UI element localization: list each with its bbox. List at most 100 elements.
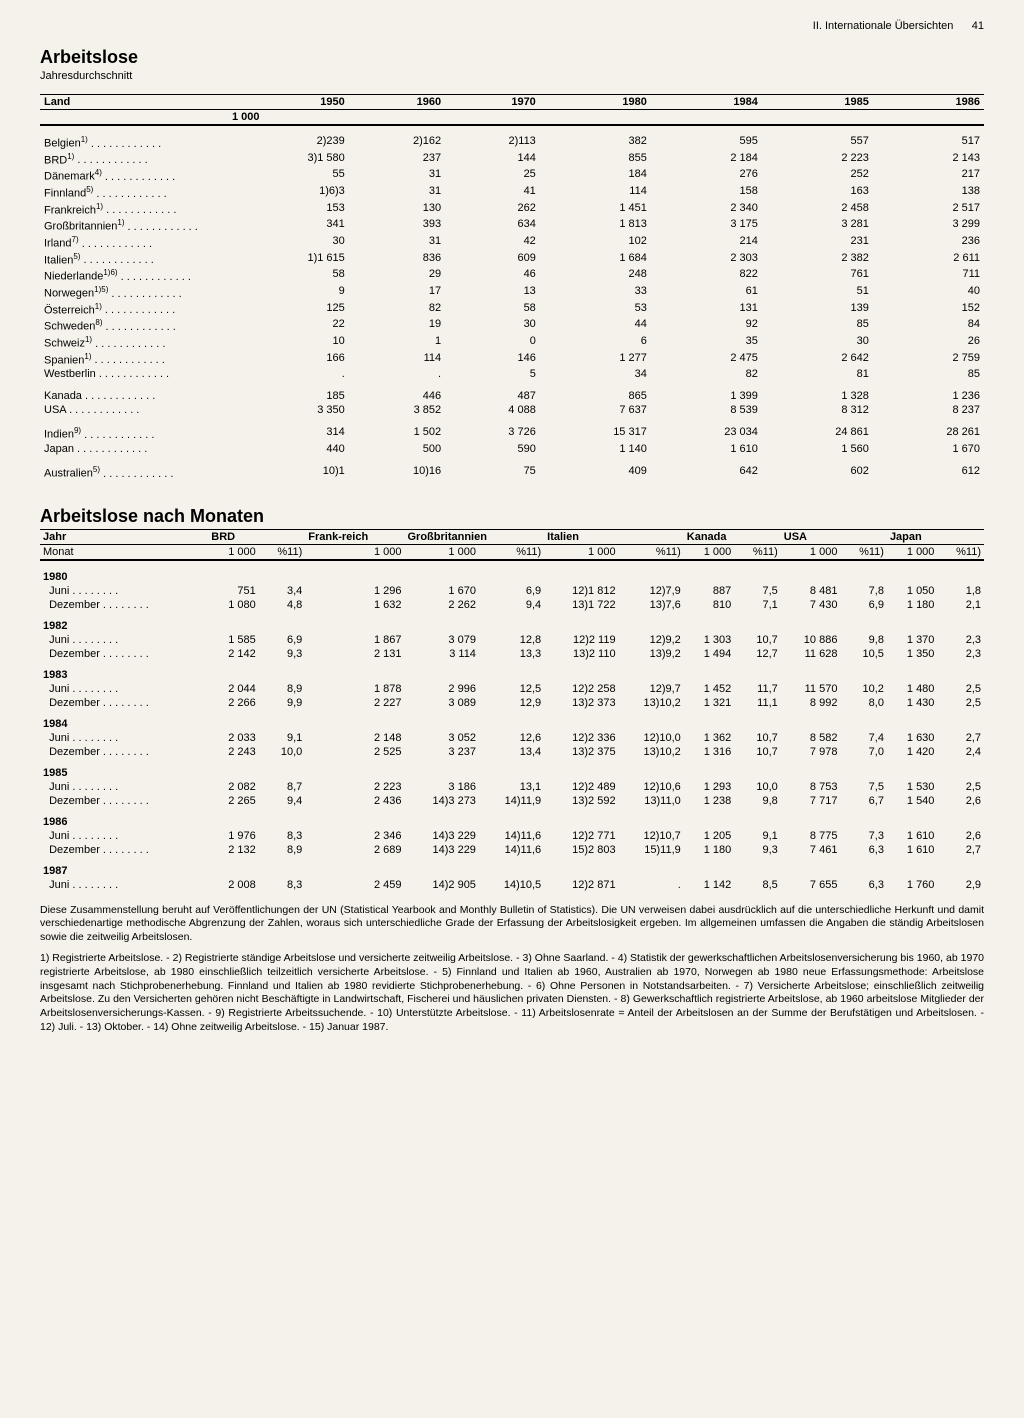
table2-title: Arbeitslose nach Monaten bbox=[40, 506, 984, 527]
value-cell: 1 399 bbox=[651, 389, 762, 403]
value-cell: 855 bbox=[540, 151, 651, 168]
notes-p1: Diese Zusammenstellung beruht auf Veröff… bbox=[40, 904, 984, 945]
value-cell: 12)10,7 bbox=[619, 829, 684, 843]
value-cell: 2,5 bbox=[937, 682, 984, 696]
month-cell: Juni bbox=[40, 731, 208, 745]
country-cell: Belgien1) bbox=[40, 134, 228, 151]
value-cell: 1 328 bbox=[762, 389, 873, 403]
value-cell: 9,8 bbox=[840, 633, 886, 647]
value-cell: 3 299 bbox=[873, 217, 984, 234]
value-cell: 7 430 bbox=[781, 598, 841, 612]
value-cell: 13)10,2 bbox=[619, 745, 684, 759]
value-cell: 1 760 bbox=[887, 878, 937, 892]
country-cell: Schweiz1) bbox=[40, 334, 228, 351]
value-cell: 9 bbox=[228, 284, 349, 301]
value-cell: 6 bbox=[540, 334, 651, 351]
value-cell: 2 184 bbox=[651, 151, 762, 168]
value-cell: 2,7 bbox=[937, 731, 984, 745]
year-col: 1986 bbox=[873, 95, 984, 110]
value-cell: 2 642 bbox=[762, 351, 873, 368]
value-cell: 125 bbox=[228, 301, 349, 318]
country-header: BRD bbox=[208, 529, 305, 544]
value-cell: 12,5 bbox=[479, 682, 544, 696]
value-cell: 7 461 bbox=[781, 843, 841, 857]
value-cell: 6,9 bbox=[259, 633, 305, 647]
value-cell: 1 494 bbox=[684, 647, 734, 661]
value-cell: 7 978 bbox=[781, 745, 841, 759]
value-cell: 25 bbox=[445, 167, 540, 184]
value-cell: 10 886 bbox=[781, 633, 841, 647]
value-cell: 2 082 bbox=[208, 780, 258, 794]
table-row: Irland7)303142102214231236 bbox=[40, 234, 984, 251]
value-cell: 14)3 229 bbox=[405, 843, 479, 857]
value-cell: 9,3 bbox=[259, 647, 305, 661]
value-cell: 1 420 bbox=[887, 745, 937, 759]
value-cell: 9,4 bbox=[479, 598, 544, 612]
table-row: Niederlande1)6)582946248822761711 bbox=[40, 267, 984, 284]
value-cell: 4 088 bbox=[445, 403, 540, 417]
value-cell: 12)9,7 bbox=[619, 682, 684, 696]
country-cell: BRD1) bbox=[40, 151, 228, 168]
value-cell: 1 610 bbox=[651, 442, 762, 456]
value-cell: 58 bbox=[228, 267, 349, 284]
value-cell: 15 317 bbox=[540, 425, 651, 442]
value-cell: 15)2 803 bbox=[544, 843, 618, 857]
table-row: Dezember2 24310,02 5253 23713,413)2 3751… bbox=[40, 745, 984, 759]
page-number: 41 bbox=[972, 20, 984, 32]
value-cell: 4,8 bbox=[259, 598, 305, 612]
table-row: Großbritannien1)3413936341 8133 1753 281… bbox=[40, 217, 984, 234]
value-cell: 158 bbox=[651, 184, 762, 201]
country-cell: Österreich1) bbox=[40, 301, 228, 318]
value-cell: 3 281 bbox=[762, 217, 873, 234]
value-cell: 11,1 bbox=[734, 696, 780, 710]
value-cell: 9,3 bbox=[734, 843, 780, 857]
value-cell: 6,7 bbox=[840, 794, 886, 808]
sub-header: %11) bbox=[479, 544, 544, 560]
value-cell: 2 689 bbox=[305, 843, 404, 857]
value-cell: 1 293 bbox=[684, 780, 734, 794]
sub-header: 1 000 bbox=[405, 544, 479, 560]
value-cell: 2 759 bbox=[873, 351, 984, 368]
value-cell: 393 bbox=[349, 217, 445, 234]
section-label: II. Internationale Übersichten bbox=[813, 20, 954, 32]
table-row: Kanada1854464878651 3991 3281 236 bbox=[40, 389, 984, 403]
value-cell: 146 bbox=[445, 351, 540, 368]
sub-header: %11) bbox=[259, 544, 305, 560]
value-cell: 2 148 bbox=[305, 731, 404, 745]
value-cell: 7,5 bbox=[840, 780, 886, 794]
sub-header: %11) bbox=[619, 544, 684, 560]
country-cell: Frankreich1) bbox=[40, 201, 228, 218]
value-cell: 138 bbox=[873, 184, 984, 201]
value-cell: 1 180 bbox=[887, 598, 937, 612]
value-cell: 1 316 bbox=[684, 745, 734, 759]
country-cell: Norwegen1)5) bbox=[40, 284, 228, 301]
value-cell: 33 bbox=[540, 284, 651, 301]
value-cell: 7,1 bbox=[734, 598, 780, 612]
value-cell: 13 bbox=[445, 284, 540, 301]
country-header: Italien bbox=[544, 529, 684, 544]
value-cell: 12)2 258 bbox=[544, 682, 618, 696]
value-cell: 865 bbox=[540, 389, 651, 403]
year-col: 1980 bbox=[540, 95, 651, 110]
value-cell: 2 611 bbox=[873, 251, 984, 268]
value-cell: 13)2 592 bbox=[544, 794, 618, 808]
value-cell: 2 143 bbox=[873, 151, 984, 168]
value-cell: 85 bbox=[873, 367, 984, 381]
value-cell: 634 bbox=[445, 217, 540, 234]
value-cell: 1 238 bbox=[684, 794, 734, 808]
sub-header: %11) bbox=[734, 544, 780, 560]
value-cell: 0 bbox=[445, 334, 540, 351]
value-cell: 2,9 bbox=[937, 878, 984, 892]
value-cell: 6,3 bbox=[840, 878, 886, 892]
country-cell: Finnland5) bbox=[40, 184, 228, 201]
value-cell: 248 bbox=[540, 267, 651, 284]
col-land: Land bbox=[40, 95, 228, 110]
value-cell: 2,3 bbox=[937, 633, 984, 647]
unit-label: 1 000 bbox=[228, 110, 349, 126]
value-cell: 341 bbox=[228, 217, 349, 234]
sub-header: 1 000 bbox=[305, 544, 404, 560]
value-cell: 12)7,9 bbox=[619, 584, 684, 598]
value-cell: 7 637 bbox=[540, 403, 651, 417]
table-row: USA3 3503 8524 0887 6378 5398 3128 237 bbox=[40, 403, 984, 417]
value-cell: 184 bbox=[540, 167, 651, 184]
